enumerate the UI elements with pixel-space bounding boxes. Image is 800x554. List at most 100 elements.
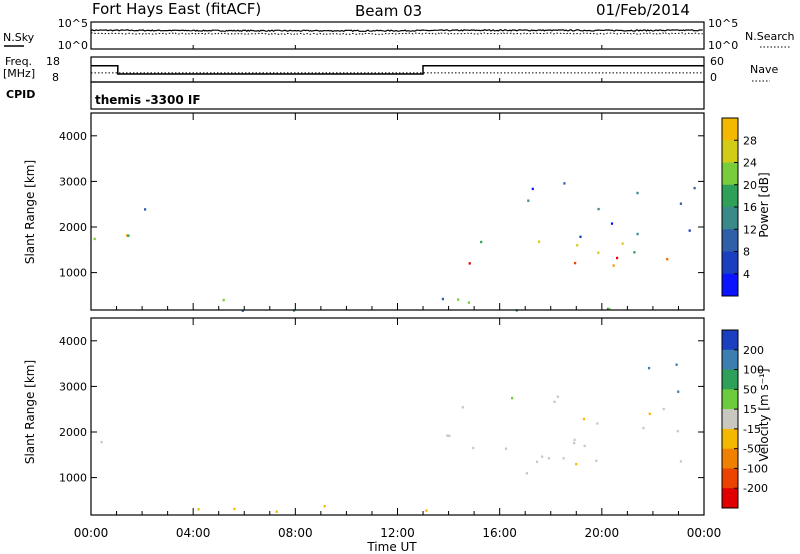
heatmap-cell (648, 366, 651, 370)
colorbar-tick-label: 12 (743, 223, 757, 236)
heatmap-cell (679, 202, 682, 205)
noise-left-tick-top: 10^5 (58, 17, 88, 30)
freq-right-tick-top: 60 (710, 55, 724, 68)
x-tick-label: 00:00 (687, 526, 722, 540)
heatmap-cell (547, 457, 550, 460)
heatmap-cell (527, 199, 530, 202)
frequency-panel: Freq. [MHz] 18 8 60 0 Nave (3, 55, 778, 84)
freq-series-line (91, 65, 704, 75)
heatmap-cell (642, 426, 645, 430)
freq-right-label: Nave (750, 63, 778, 76)
y-tick-label: 1000 (59, 472, 87, 485)
time-axis: 00:00 04:00 08:00 12:00 16:00 20:00 00:00 (74, 45, 722, 540)
colorbar-tick-label: -100 (743, 462, 768, 475)
heatmap-cell (222, 298, 225, 302)
colorbar-swatch (722, 118, 738, 141)
power-ylabel: Slant Range [km] (23, 160, 37, 264)
heatmap-cell (596, 422, 599, 425)
heatmap-cell (621, 242, 624, 245)
noise-right-tick-top: 10^5 (708, 17, 738, 30)
heatmap-cell (648, 412, 651, 415)
heatmap-cell (597, 207, 600, 211)
x-tick-label: 12:00 (380, 526, 415, 540)
heatmap-cell (606, 307, 610, 311)
heatmap-cell (197, 508, 200, 511)
y-tick-label: 2000 (59, 221, 87, 234)
heatmap-cell (583, 444, 586, 448)
heatmap-cell (467, 301, 470, 304)
noise-right-tick-bottom: 10^0 (708, 39, 738, 52)
colorbar-tick-label: 24 (743, 157, 757, 170)
heatmap-cell (127, 234, 130, 237)
colorbar-tick-label: 200 (743, 344, 764, 357)
cpid-text: themis -3300 IF (95, 93, 201, 107)
freq-left-label-line2: [MHz] (3, 67, 35, 80)
heatmap-cell (233, 507, 236, 511)
heatmap-cell (610, 222, 614, 225)
colorbar-swatch (722, 468, 738, 489)
colorbar-swatch (722, 488, 738, 509)
colorbar-swatch (722, 140, 738, 163)
heatmap-cell (541, 455, 544, 458)
velocity-colorbar-label: Velocity [m s⁻¹] (757, 368, 771, 461)
heatmap-cell (633, 251, 636, 254)
colorbar-swatch (722, 251, 738, 275)
heatmap-cell (666, 258, 669, 261)
colorbar-frame (721, 329, 739, 509)
colorbar-swatch (722, 448, 738, 469)
colorbar-swatch (722, 184, 738, 208)
colorbar-swatch (722, 428, 738, 450)
colorbar-swatch (722, 273, 738, 297)
heatmap-cell (693, 186, 696, 190)
cpid-label: CPID (6, 88, 35, 101)
colorbar-swatch (722, 369, 738, 390)
heatmap-cell (595, 459, 598, 462)
x-tick-label: 00:00 (74, 526, 109, 540)
heatmap-cell (574, 261, 577, 265)
colorbar-tick-label: 16 (743, 201, 757, 214)
heatmap-cell (472, 446, 475, 450)
heatmap-cell (553, 400, 556, 403)
heatmap-cell (612, 264, 615, 267)
station-title: Fort Hays East (fitACF) (92, 0, 261, 18)
freq-left-label-line1: Freq. (5, 55, 32, 68)
colorbar-swatch (722, 207, 738, 230)
colorbar-tick-label: -50 (743, 443, 761, 456)
heatmap-cell (688, 229, 691, 232)
heatmap-cell (425, 509, 428, 512)
heatmap-cell (582, 417, 586, 421)
freq-right-tick-bottom: 0 (710, 71, 717, 84)
heatmap-cell (480, 240, 483, 244)
noise-series-nsearch (90, 32, 703, 36)
x-tick-label: 08:00 (278, 526, 313, 540)
freq-left-tick-top: 18 (46, 55, 60, 68)
heatmap-cell (616, 256, 619, 260)
heatmap-cell (636, 191, 639, 195)
y-tick-label: 3000 (59, 175, 87, 188)
colorbar-tick-label: 100 (743, 364, 764, 377)
noise-left-tick-bottom: 10^0 (58, 39, 88, 52)
colorbar-tick-label: -15 (743, 423, 761, 436)
y-tick-label: 3000 (59, 380, 87, 393)
heatmap-cell (636, 232, 639, 236)
heatmap-cell (144, 208, 147, 211)
heatmap-cell (126, 234, 129, 237)
heatmap-cell (563, 182, 566, 185)
heatmap-cell (511, 396, 514, 400)
heatmap-cell (448, 434, 451, 438)
heatmap-cell (575, 462, 578, 466)
colorbar-tick-label: 20 (743, 179, 757, 192)
heatmap-cell (573, 438, 576, 442)
colorbar-swatch (722, 162, 738, 186)
noise-right-label: N.Search (745, 30, 795, 43)
heatmap-cell (446, 434, 449, 437)
heatmap-cell (562, 457, 565, 460)
heatmap-cell (579, 235, 582, 238)
heatmap-cell (275, 510, 278, 513)
velocity-frame (90, 317, 705, 516)
colorbar-swatch (722, 349, 738, 371)
heatmap-cell (556, 395, 559, 398)
colorbar-tick-label: 15 (743, 403, 757, 416)
colorbar-swatch (722, 330, 738, 351)
heatmap-cell (675, 363, 678, 366)
